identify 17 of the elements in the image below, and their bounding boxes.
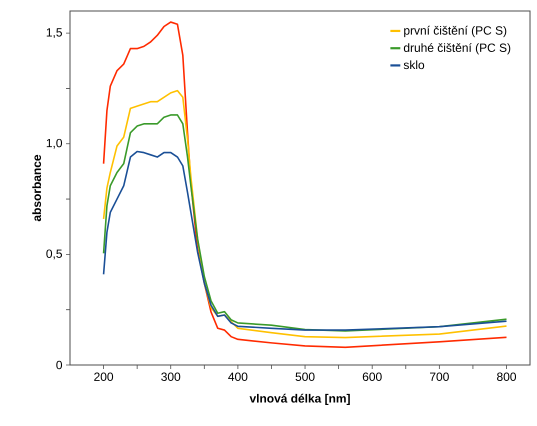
x-tick-label: 600 bbox=[362, 372, 382, 381]
x-tick-label: 800 bbox=[497, 372, 516, 381]
line-series bbox=[102, 150, 508, 331]
y-tick-label: 0 bbox=[56, 360, 62, 370]
x-axis-title: vlnová délka [nm] bbox=[250, 394, 350, 406]
y-tick-label: 1,5 bbox=[46, 28, 62, 38]
x-tick-label: 700 bbox=[430, 372, 449, 381]
x-tick-label: 300 bbox=[161, 372, 180, 381]
x-tick-label: 200 bbox=[94, 372, 114, 381]
legend-label: druhé čištění (PC S) bbox=[404, 43, 510, 54]
y-tick-label: 1,0 bbox=[46, 138, 62, 149]
x-tick-label: 500 bbox=[296, 372, 315, 381]
y-tick-label: 0,5 bbox=[46, 249, 62, 260]
legend-label: sklo bbox=[404, 60, 424, 70]
legend-label: první čištění (PC S) bbox=[404, 26, 506, 38]
y-axis-title: absorbance bbox=[32, 154, 42, 222]
x-tick-label: 400 bbox=[228, 372, 248, 381]
